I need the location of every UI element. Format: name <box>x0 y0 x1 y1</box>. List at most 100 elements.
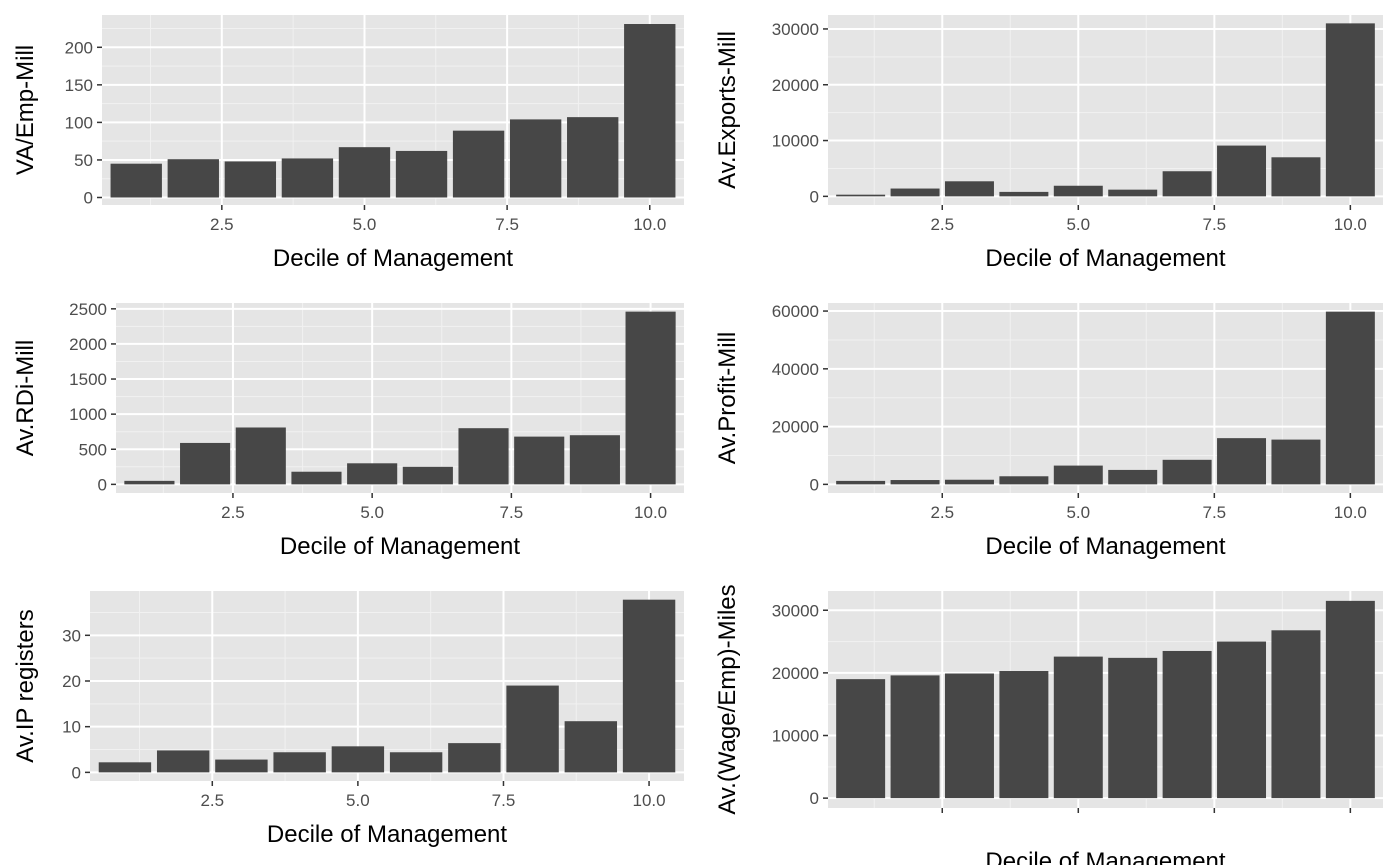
panel-2: 0 10000 20000 30000 2.5 5.0 7.5 10.0 Decile of M… <box>714 15 1383 272</box>
y-tick-label: 20000 <box>772 418 819 437</box>
y-tick-label: 2000 <box>69 335 107 354</box>
x-tick-label: 2.5 <box>221 503 245 522</box>
y-tick-label: 1000 <box>69 405 107 424</box>
bar-decile-6 <box>402 466 453 485</box>
bar-decile-1 <box>836 194 886 197</box>
y-tick-label: 40000 <box>772 360 819 379</box>
x-tick-label: 7.5 <box>492 791 516 810</box>
bar-decile-9 <box>564 721 618 773</box>
y-tick-label: 150 <box>65 76 93 95</box>
y-tick-label: 10 <box>62 718 81 737</box>
bar-decile-7 <box>1162 650 1212 799</box>
bar-decile-5 <box>331 746 385 773</box>
bar-decile-1 <box>124 480 175 485</box>
y-tick-label: 1500 <box>69 370 107 389</box>
y-tick-label: 50 <box>74 151 93 170</box>
x-tick-label: 10.0 <box>633 215 666 234</box>
bar-decile-4 <box>273 752 326 773</box>
bar-decile-5 <box>347 463 398 485</box>
y-axis-title: VA/Emp-Mill <box>12 45 39 175</box>
x-axis-title: Decile of Management <box>267 821 507 848</box>
x-tick-label: 7.5 <box>495 215 519 234</box>
bar-decile-3 <box>224 161 277 198</box>
bar-decile-2 <box>180 442 231 485</box>
y-tick-label: 20000 <box>772 76 819 95</box>
x-tick-label: 2.5 <box>930 503 954 522</box>
y-tick-label: 0 <box>98 475 107 494</box>
panel-3: 0 500 1000 1500 2000 2500 2.5 5.0 7.5 10.0 Decile … <box>12 300 684 560</box>
x-tick-label: 10.0 <box>633 791 666 810</box>
bar-decile-2 <box>890 480 940 485</box>
bar-decile-7 <box>1162 459 1212 485</box>
y-tick-label: 0 <box>84 188 93 207</box>
bar-decile-6 <box>1108 189 1158 197</box>
bar-decile-7 <box>452 130 505 198</box>
x-axis-title: Decile of Management <box>273 245 513 272</box>
bar-decile-2 <box>167 159 219 198</box>
x-tick-label: 5.0 <box>1066 215 1090 234</box>
bar-decile-8 <box>1217 145 1267 197</box>
x-tick-label: 7.5 <box>1203 215 1227 234</box>
bar-decile-10 <box>625 311 676 485</box>
bar-decile-1 <box>836 679 886 799</box>
y-tick-label: 0 <box>810 475 819 494</box>
x-tick-label: 10.0 <box>1334 503 1367 522</box>
y-axis-title: Av.Exports-Mill <box>714 31 741 189</box>
bar-decile-6 <box>1108 657 1158 799</box>
y-tick-label: 20000 <box>772 664 819 683</box>
y-tick-label: 200 <box>65 38 93 57</box>
x-axis-title: Decile of Management <box>985 848 1225 865</box>
y-tick-label: 2500 <box>69 300 107 319</box>
x-tick-label: 7.5 <box>500 503 524 522</box>
y-axis-title: Av.(Wage/Emp)-Miles <box>714 584 741 814</box>
panel-6: 0 10000 20000 30000 Decile of Management Av.(… <box>714 584 1383 865</box>
x-tick-label: 2.5 <box>930 215 954 234</box>
panel-5: 0 10 20 30 2.5 5.0 7.5 10.0 Decile of Management… <box>12 591 684 848</box>
bar-decile-7 <box>448 743 501 773</box>
y-tick-label: 30000 <box>772 20 819 39</box>
x-tick-label: 5.0 <box>353 215 377 234</box>
bar-decile-4 <box>999 476 1049 485</box>
x-tick-label: 7.5 <box>1203 503 1227 522</box>
bar-decile-7 <box>458 428 509 485</box>
bar-decile-1 <box>98 762 152 773</box>
bar-decile-6 <box>389 752 443 773</box>
bar-decile-8 <box>509 119 562 198</box>
bar-decile-3 <box>235 427 286 485</box>
bar-decile-5 <box>1053 185 1103 197</box>
y-axis-title: Av.Profit-Mill <box>714 332 741 464</box>
bar-decile-4 <box>291 471 342 485</box>
x-axis-title: Decile of Management <box>280 533 520 560</box>
bar-decile-8 <box>514 436 565 485</box>
y-tick-label: 30 <box>62 626 81 645</box>
bar-decile-8 <box>1217 641 1267 799</box>
y-tick-label: 100 <box>65 113 93 132</box>
bar-decile-4 <box>281 158 334 198</box>
bar-decile-2 <box>890 188 940 197</box>
bar-decile-6 <box>395 150 448 198</box>
bar-decile-7 <box>1162 171 1212 197</box>
bar-decile-8 <box>1217 438 1267 485</box>
y-tick-label: 30000 <box>772 601 819 620</box>
y-tick-label: 10000 <box>772 132 819 151</box>
bar-decile-10 <box>624 24 676 198</box>
x-tick-label: 10.0 <box>1334 215 1367 234</box>
y-tick-label: 20 <box>62 672 81 691</box>
panel-4: 0 20000 40000 60000 2.5 5.0 7.5 10.0 Decile of M… <box>714 302 1383 560</box>
bar-decile-3 <box>944 479 994 485</box>
bar-decile-5 <box>338 147 391 198</box>
x-axis-title: Decile of Management <box>985 533 1225 560</box>
bar-decile-10 <box>622 599 676 773</box>
bar-decile-9 <box>1271 157 1321 197</box>
bar-decile-2 <box>156 750 210 773</box>
bar-decile-9 <box>569 435 620 485</box>
y-tick-label: 500 <box>79 440 107 459</box>
bar-decile-6 <box>1108 469 1158 485</box>
bar-decile-10 <box>1325 311 1375 485</box>
x-axis-title: Decile of Management <box>985 245 1225 272</box>
bar-decile-5 <box>1053 656 1103 799</box>
x-tick-label: 5.0 <box>360 503 384 522</box>
x-tick-label: 10.0 <box>634 503 667 522</box>
bar-decile-1 <box>110 163 162 198</box>
